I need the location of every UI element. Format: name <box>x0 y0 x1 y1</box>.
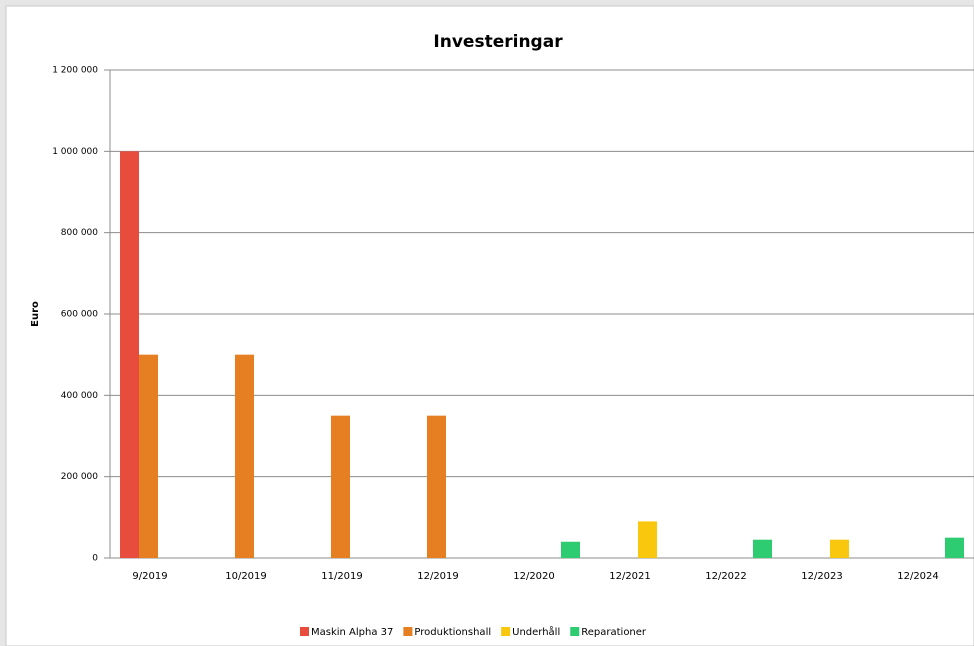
bar <box>830 539 849 558</box>
x-tick-label: 12/2022 <box>705 571 747 582</box>
legend-swatch <box>403 627 413 636</box>
chart-area <box>5 5 974 646</box>
x-tick-label: 11/2019 <box>321 571 363 582</box>
bar <box>235 354 254 558</box>
y-tick-label: 600 000 <box>61 310 98 320</box>
y-tick-label: 400 000 <box>61 391 98 401</box>
y-tick-label: 1 000 000 <box>52 147 98 157</box>
y-tick-label: 800 000 <box>61 228 98 238</box>
y-tick-label: 1 200 000 <box>52 66 98 76</box>
y-tick-label: 0 <box>92 554 98 564</box>
bar <box>139 354 158 558</box>
x-tick-label: 12/2024 <box>897 571 939 582</box>
legend-swatch <box>300 627 309 636</box>
chart-title: Investeringar <box>433 32 563 52</box>
y-tick-label: 200 000 <box>61 472 98 482</box>
legend-swatch <box>570 627 580 636</box>
bar <box>638 521 657 558</box>
x-tick-label: 12/2019 <box>417 571 459 582</box>
x-tick-label: 12/2020 <box>513 571 555 582</box>
legend-label: Produktionshall <box>414 627 491 638</box>
bar <box>753 539 772 558</box>
y-axis-label: Euro <box>30 301 41 327</box>
x-tick-label: 10/2019 <box>225 571 267 582</box>
bar <box>561 541 580 558</box>
legend-label: Underhåll <box>512 625 560 638</box>
bar <box>120 151 139 559</box>
x-tick-label: 9/2019 <box>132 571 167 582</box>
legend-label: Maskin Alpha 37 <box>311 627 393 638</box>
bar <box>331 415 350 558</box>
legend-label: Reparationer <box>581 627 647 638</box>
legend-swatch <box>501 627 511 636</box>
x-tick-label: 12/2021 <box>609 571 651 582</box>
x-tick-label: 12/2023 <box>801 571 843 582</box>
bar <box>427 415 446 558</box>
bar <box>945 537 964 558</box>
